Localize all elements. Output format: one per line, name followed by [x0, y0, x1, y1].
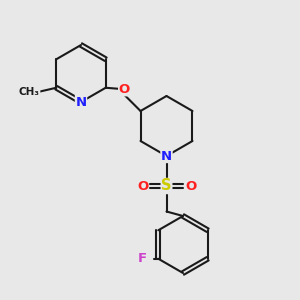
Text: O: O — [185, 179, 196, 193]
Text: O: O — [137, 179, 148, 193]
Text: O: O — [119, 83, 130, 96]
Text: N: N — [161, 149, 172, 163]
Text: F: F — [138, 252, 147, 265]
Text: N: N — [75, 95, 87, 109]
Text: CH₃: CH₃ — [19, 87, 40, 97]
Text: S: S — [161, 178, 172, 194]
